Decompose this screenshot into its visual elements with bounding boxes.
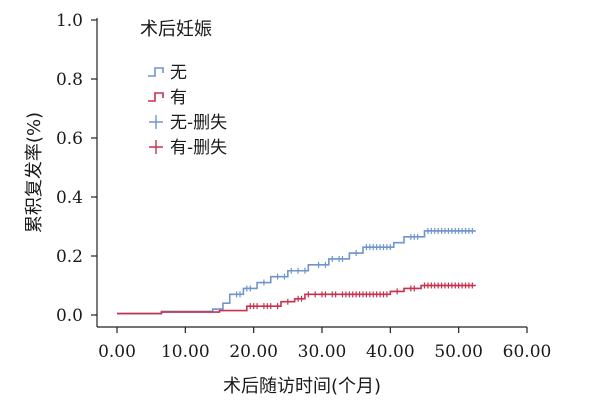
censor-mark xyxy=(254,303,261,310)
x-tick-label: 50.00 xyxy=(434,342,483,362)
censor-mark xyxy=(469,282,476,289)
legend-label: 无 xyxy=(170,63,187,83)
censor-mark xyxy=(383,291,390,298)
legend-title: 术后妊娠 xyxy=(140,19,212,40)
censor-mark xyxy=(305,291,312,298)
legend-label: 无-删失 xyxy=(170,113,227,133)
censor-mark xyxy=(267,303,274,310)
censor-mark xyxy=(339,255,346,262)
censor-mark xyxy=(284,298,291,305)
censor-mark xyxy=(260,279,267,286)
step-line xyxy=(117,284,476,315)
x-axis: 0.00 10.00 20.00 30.00 40.00 50.00 60.00 xyxy=(98,327,551,362)
y-axis-title: 累积复发率(%) xyxy=(24,112,45,233)
censor-mark xyxy=(329,255,336,262)
legend-item: 有-删失 xyxy=(149,138,227,158)
censor-mark xyxy=(394,288,401,295)
censor-mark xyxy=(353,250,360,257)
x-tick-label: 0.00 xyxy=(98,342,136,362)
y-axis: 0.0 0.2 0.4 0.6 0.8 1.0 xyxy=(56,11,97,326)
y-tick-label: 0.6 xyxy=(56,129,83,149)
y-tick-label: 0.8 xyxy=(56,70,83,90)
legend-label: 有 xyxy=(170,88,187,108)
censor-mark xyxy=(414,233,421,240)
censor-mark xyxy=(298,295,305,302)
x-tick-label: 10.00 xyxy=(161,342,210,362)
censor-mark xyxy=(237,291,243,298)
legend-item: 无 xyxy=(148,63,187,83)
censor-mark xyxy=(274,303,281,310)
plot-frame xyxy=(96,18,527,328)
legend-censor-symbol xyxy=(149,115,163,129)
censor-mark xyxy=(301,267,308,274)
censor-mark xyxy=(312,291,319,298)
y-tick-label: 1.0 xyxy=(56,11,83,31)
x-tick-label: 60.00 xyxy=(503,342,552,362)
censor-mark xyxy=(411,285,418,292)
legend-item: 无-删失 xyxy=(149,113,227,133)
step-line xyxy=(117,230,476,315)
censor-mark xyxy=(295,267,302,274)
legend-censor-symbol xyxy=(149,140,163,154)
series-you xyxy=(117,282,476,315)
x-axis-title: 术后随访时间(个月) xyxy=(223,376,381,397)
censor-mark xyxy=(288,267,295,274)
series-wu xyxy=(117,227,476,315)
x-tick-label: 40.00 xyxy=(366,342,415,362)
y-tick-label: 0.0 xyxy=(56,306,83,326)
censor-mark xyxy=(469,227,476,234)
censor-mark xyxy=(247,285,254,292)
series-layer xyxy=(117,227,476,315)
legend-step-symbol xyxy=(148,92,164,102)
censor-mark xyxy=(387,244,394,251)
legend-label: 有-删失 xyxy=(170,138,227,158)
censor-mark xyxy=(322,261,329,268)
censor-mark xyxy=(322,291,329,298)
censor-mark xyxy=(274,273,281,280)
censor-mark xyxy=(332,291,339,298)
censor-mark xyxy=(281,273,288,280)
y-tick-label: 0.4 xyxy=(56,188,83,208)
censor-mark xyxy=(315,261,322,268)
y-tick-label: 0.2 xyxy=(56,247,83,267)
x-tick-label: 30.00 xyxy=(298,342,347,362)
legend-item: 有 xyxy=(148,88,187,108)
legend-step-symbol xyxy=(148,67,164,77)
x-tick-label: 20.00 xyxy=(229,342,278,362)
